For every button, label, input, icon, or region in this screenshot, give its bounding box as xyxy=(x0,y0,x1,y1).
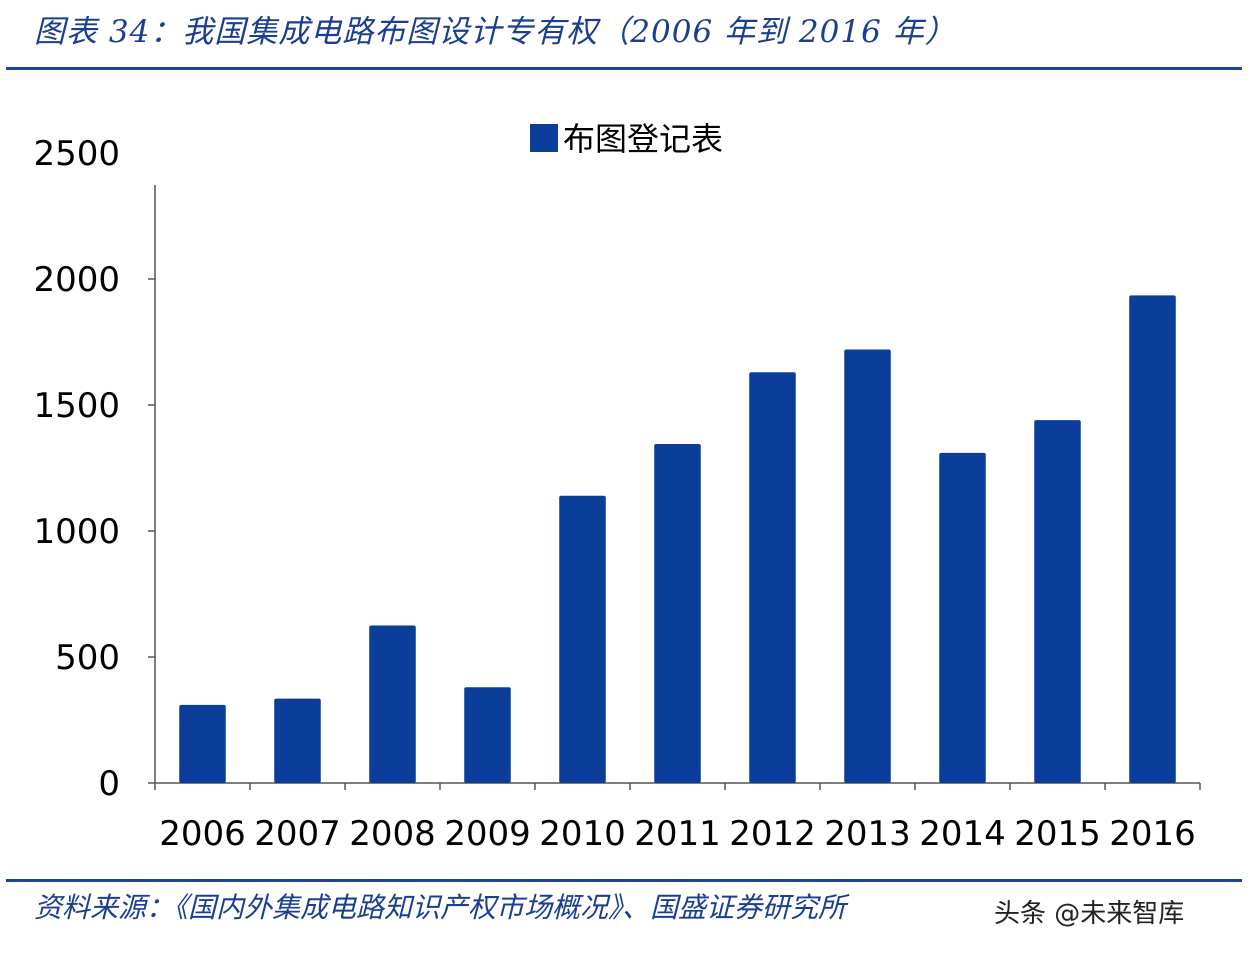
x-tick-label: 2007 xyxy=(254,814,341,854)
y-tick-label: 1000 xyxy=(33,512,120,552)
tick-labels: 0 500 1000 1500 2000 2500 2006 2007 2008 2009 2010… xyxy=(33,134,1195,854)
y-tick-label: 500 xyxy=(55,638,120,678)
x-tick-label: 2016 xyxy=(1109,814,1196,854)
bar-2011 xyxy=(654,444,701,783)
y-tick-label: 2000 xyxy=(33,260,120,300)
x-tick-label: 2012 xyxy=(729,814,816,854)
bar-2016 xyxy=(1129,295,1176,783)
bars xyxy=(179,295,1176,783)
x-tick-label: 2008 xyxy=(349,814,436,854)
x-tick-label: 2013 xyxy=(824,814,911,854)
figure-title: 图表 34：我国集成电路布图设计专有权（2006 年到 2016 年） xyxy=(34,14,957,50)
legend-label: 布图登记表 xyxy=(563,120,723,158)
y-tick-label: 1500 xyxy=(33,386,120,426)
watermark: 头条 @未来智库 xyxy=(990,893,1189,930)
legend-swatch xyxy=(530,124,558,152)
x-tick-label: 2006 xyxy=(159,814,246,854)
source-note: 资料来源：《国内外集成电路知识产权市场概况》、国盛证券研究所 xyxy=(34,891,847,924)
bottom-divider xyxy=(6,879,1242,882)
bar-2013 xyxy=(844,349,891,783)
bar-2009 xyxy=(464,687,511,783)
bar-2007 xyxy=(274,698,321,783)
bar-2014 xyxy=(939,452,986,783)
bar-2012 xyxy=(749,372,796,783)
bar-2015 xyxy=(1034,420,1081,783)
top-divider xyxy=(6,67,1242,70)
x-tick-label: 2010 xyxy=(539,814,626,854)
bar-2010 xyxy=(559,495,606,783)
x-tick-label: 2014 xyxy=(919,814,1006,854)
bar-2008 xyxy=(369,625,416,783)
y-tick-label: 0 xyxy=(98,764,120,804)
x-tick-label: 2011 xyxy=(634,814,721,854)
legend: 布图登记表 xyxy=(530,120,723,158)
bar-2006 xyxy=(179,704,226,783)
x-tick-label: 2015 xyxy=(1014,814,1101,854)
y-tick-label: 2500 xyxy=(33,134,120,174)
x-tick-label: 2009 xyxy=(444,814,531,854)
